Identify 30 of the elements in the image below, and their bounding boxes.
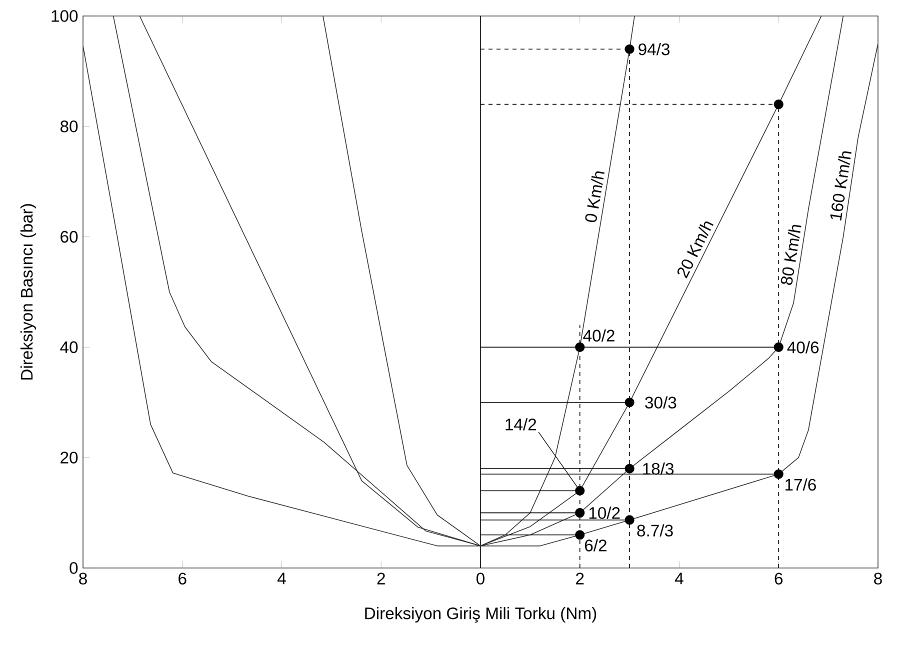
x-tick-label: 4 — [277, 572, 286, 584]
y-tick-label: 20 — [60, 452, 78, 464]
y-tick-label: 100 — [52, 10, 78, 22]
text: 0 Km/h — [585, 171, 604, 222]
x-tick-label: 0 — [476, 572, 484, 585]
x-tick-label: 6 — [774, 572, 783, 585]
text: 20 Km/h — [677, 221, 714, 278]
x-tick-label: 2 — [377, 572, 385, 584]
y-tick-label: 80 — [60, 120, 78, 132]
annotation: 10/2 — [589, 506, 620, 519]
x-tick-label: 4 — [674, 572, 684, 584]
annotation: 17/6 — [785, 478, 816, 491]
annotation: 6/2 — [584, 539, 606, 552]
y-axis-title: Direksiyon Basıncı (bar) — [20, 204, 36, 380]
y-tick-label: 60 — [60, 230, 78, 243]
annotation: 94/3 — [638, 42, 670, 56]
annotation: 40/2 — [583, 329, 614, 342]
x-tick-label: 2 — [576, 572, 584, 584]
y-tick-label: 40 — [60, 341, 78, 354]
text: 160 Km/h — [830, 151, 852, 220]
annotation: 30/3 — [645, 396, 676, 409]
annotation: 40/6 — [787, 341, 819, 354]
y-tick-label: 0 — [70, 562, 78, 574]
x-tick-label: 8 — [79, 572, 87, 585]
annotation: 8.7/3 — [637, 524, 673, 536]
x-axis-title: Direksiyon Giriş Mili Torku (Nm) — [365, 606, 596, 623]
x-tick-label: 6 — [178, 572, 186, 585]
annotation: 14/2 — [506, 418, 536, 430]
text: 80 Km/h — [780, 224, 802, 285]
x-tick-label: 8 — [874, 572, 882, 585]
